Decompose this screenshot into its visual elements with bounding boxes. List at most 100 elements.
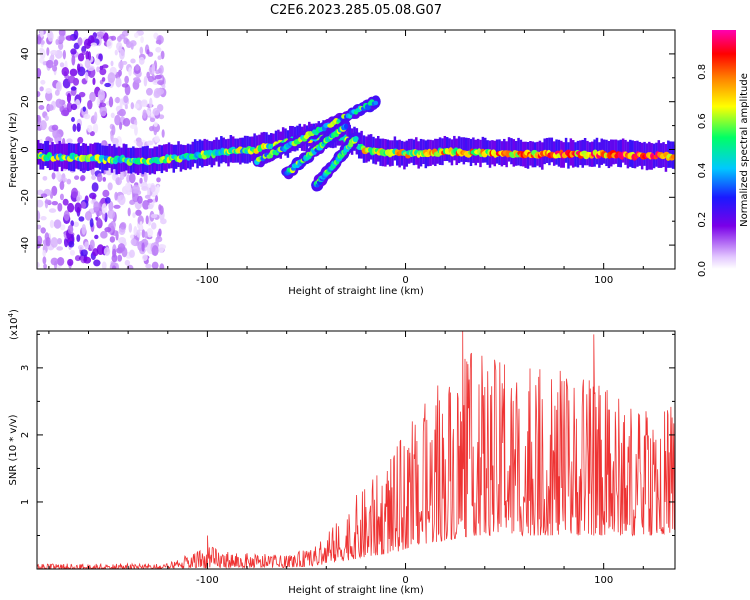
heatmap-noise-cell [80,201,87,209]
heatmap-noise-cell [50,257,59,266]
colorbar-tick-label: 0.0 [697,261,708,277]
heatmap-noise-cell [58,35,65,42]
heatmap-noise-cell [136,229,141,238]
heatmap-noise-cell [81,45,87,53]
heatmap-noise-cell [111,124,116,136]
spectrogram-x-tick-label: 0 [402,275,408,286]
heatmap-noise-cell [157,55,162,60]
heatmap-noise-cell [137,195,143,204]
heatmap-noise-cell [55,98,63,108]
heatmap-noise-cell [78,91,86,98]
heatmap-noise-cell [39,47,44,53]
heatmap-noise-cell [62,49,66,60]
heatmap-noise-cell [146,87,153,96]
heatmap-noise-cell [89,131,95,137]
heatmap-noise-cell [150,222,157,230]
heatmap-noise-cell [139,220,143,231]
heatmap-noise-cell [102,64,109,69]
heatmap-noise-cell [113,204,121,209]
heatmap-noise-cell [119,48,125,60]
heatmap-ridge-halo [464,137,468,163]
heatmap-ridge-halo [467,138,470,163]
heatmap-ridge-halo [44,141,47,166]
heatmap-noise-cell [130,102,135,110]
heatmap-noise-cell [119,222,127,230]
snr-multiplier-base: (x10 [9,317,20,340]
heatmap-noise-cell [158,244,165,254]
heatmap-noise-cell [140,36,144,44]
heatmap-noise-cell [50,237,58,248]
heatmap-noise-cell [43,263,47,269]
heatmap-noise-cell [142,199,150,210]
heatmap-noise-cell [134,103,140,109]
heatmap-noise-cell [119,33,126,40]
heatmap-ridge-halo [564,137,568,163]
colorbar-ticks: 0.0 0.2 0.4 0.6 0.8 [697,64,708,277]
heatmap-noise-cell [146,49,150,55]
snr-y-tick-label: 3 [20,365,31,371]
spectrogram-x-axis-label: Height of straight line (km) [288,286,424,297]
heatmap-noise-cell [96,173,103,183]
heatmap-noise-cell [40,79,46,85]
figure-title: C2E6.2023.285.05.08.G07 [270,3,442,18]
heatmap-noise-cell [37,261,40,268]
heatmap-noise-cell [150,184,156,193]
heatmap-noise-cell [61,67,70,77]
heatmap-noise-cell [145,263,152,269]
heatmap-noise-cell [149,97,153,108]
heatmap-noise-cell [76,122,81,133]
heatmap-noise-cell [72,123,77,132]
heatmap-noise-cell [135,64,140,71]
heatmap-noise-cell [104,197,111,204]
heatmap-noise-cell [44,115,49,121]
heatmap-noise-cell [132,212,136,218]
snr-panel: -100 0 100 1 2 3 Height of straight line (km)… [7,309,676,596]
colorbar-label: Normalized spectral amplitude [739,73,750,227]
heatmap-noise-cell [130,124,138,130]
heatmap-noise-cell [73,30,79,40]
heatmap-noise-cell [96,31,105,38]
heatmap-noise-cell [47,137,54,143]
heatmap-noise-cell [103,32,109,43]
heatmap-noise-cell [50,49,58,56]
snr-x-tick-label: 100 [594,575,613,586]
heatmap-noise-cell [45,236,51,247]
heatmap-noise-cell [67,258,74,267]
heatmap-noise-cell [160,50,165,60]
heatmap-noise-cell [70,220,74,227]
heatmap-noise-cell [52,65,58,72]
heatmap-noise-cell [73,221,79,228]
heatmap-noise-cell [130,42,134,50]
heatmap-noise-cell [89,217,94,228]
heatmap-noise-cell [114,114,121,126]
heatmap-noise-cell [62,198,69,206]
heatmap-noise-cell [69,68,78,77]
heatmap-ridge-halo [77,142,80,170]
heatmap-noise-cell [116,110,124,116]
heatmap-noise-cell [80,174,86,182]
heatmap-noise-cell [139,46,144,55]
heatmap-noise-cell [160,218,167,225]
heatmap-noise-cell [40,193,48,198]
spectrogram-panel: -100 0 100 -40 -20 0 20 40 Height of straight l… [8,29,676,297]
heatmap-noise-cell [117,243,126,252]
heatmap-noise-cell [39,86,44,92]
heatmap-noise-cell [93,111,98,122]
heatmap-noise-cell [51,172,56,180]
snr-x-axis-label: Height of straight line (km) [288,585,424,596]
heatmap-noise-cell [118,194,126,206]
heatmap-noise-cell [123,95,129,104]
heatmap-noise-cell [119,171,125,181]
heatmap-noise-cell [84,59,91,69]
heatmap-noise-cell [110,112,115,119]
heatmap-noise-cell [74,175,80,180]
heatmap-ridge-halo [281,127,285,153]
heatmap-noise-cell [59,62,65,68]
heatmap-noise-cell [51,201,59,206]
snr-y-tick-label: 2 [20,432,31,438]
heatmap-noise-cell [101,203,107,214]
heatmap-noise-cell [109,236,116,243]
heatmap-noise-cell [161,83,166,90]
heatmap-noise-cell [85,50,90,61]
heatmap-noise-cell [46,47,50,56]
